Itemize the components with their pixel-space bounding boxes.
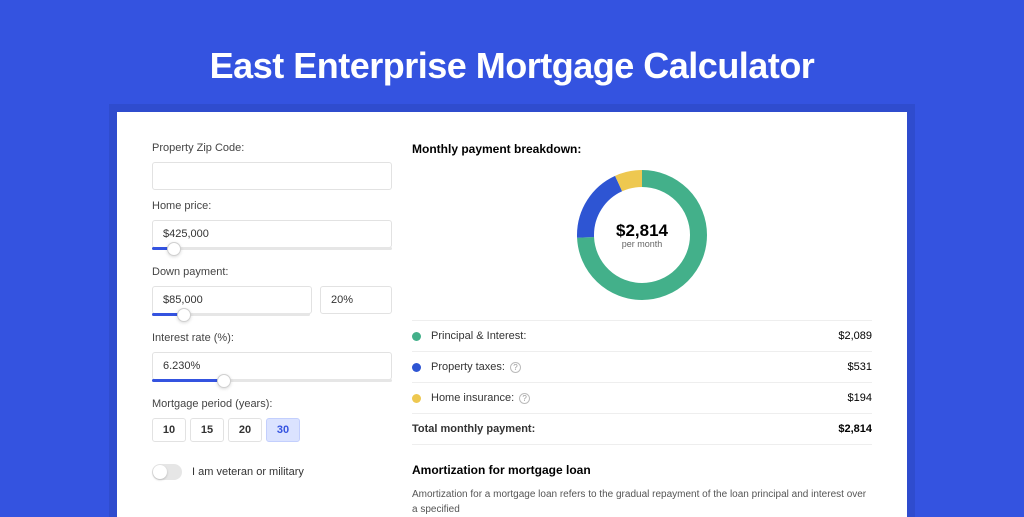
legend-label: Home insurance: [431,392,514,404]
veteran-toggle-knob [153,465,167,479]
legend-label: Property taxes: [431,361,505,373]
legend-row-1: Property taxes:? $531 [412,352,872,383]
total-label: Total monthly payment: [412,423,535,435]
form-column: Property Zip Code: Home price: Down paym… [152,142,392,517]
legend-swatch [412,332,421,341]
info-icon[interactable]: ? [519,393,530,404]
period-options: 10152030 [152,418,392,442]
legend-value: $194 [848,392,872,404]
legend-label: Principal & Interest: [431,330,526,342]
zip-input[interactable] [152,162,392,190]
period-option-30[interactable]: 30 [266,418,300,442]
period-label: Mortgage period (years): [152,398,392,410]
legend-row-2: Home insurance:? $194 [412,383,872,414]
down-pct-input[interactable] [320,286,392,314]
price-input[interactable] [152,220,392,248]
rate-slider-thumb[interactable] [217,374,231,388]
zip-field: Property Zip Code: [152,142,392,190]
donut-value: $2,814 [616,221,668,241]
price-field: Home price: [152,200,392,250]
price-label: Home price: [152,200,392,212]
price-slider[interactable] [152,247,392,250]
rate-field: Interest rate (%): [152,332,392,382]
legend-swatch [412,363,421,372]
price-slider-thumb[interactable] [167,242,181,256]
veteran-label: I am veteran or military [192,466,304,478]
donut-center: $2,814 per month [616,221,668,249]
donut-unit: per month [616,239,668,249]
rate-slider[interactable] [152,379,392,382]
legend-swatch [412,394,421,403]
page-title: East Enterprise Mortgage Calculator [0,45,1024,87]
period-option-20[interactable]: 20 [228,418,262,442]
down-input[interactable] [152,286,312,314]
calculator-card: Property Zip Code: Home price: Down paym… [117,112,907,517]
amortization-body: Amortization for a mortgage loan refers … [412,487,872,517]
info-icon[interactable]: ? [510,362,521,373]
hero: East Enterprise Mortgage Calculator [0,0,1024,112]
rate-input[interactable] [152,352,392,380]
rate-label: Interest rate (%): [152,332,392,344]
veteran-toggle[interactable] [152,464,182,480]
breakdown-title: Monthly payment breakdown: [412,142,872,156]
breakdown-column: Monthly payment breakdown: $2,814 per mo… [412,142,872,517]
total-row: Total monthly payment: $2,814 [412,414,872,445]
legend: Principal & Interest: $2,089 Property taxe… [412,320,872,414]
amortization-title: Amortization for mortgage loan [412,463,872,477]
down-label: Down payment: [152,266,392,278]
legend-value: $531 [848,361,872,373]
down-slider-thumb[interactable] [177,308,191,322]
veteran-row: I am veteran or military [152,464,392,480]
legend-value: $2,089 [838,330,872,342]
donut-chart: $2,814 per month [412,170,872,300]
rate-slider-fill [152,379,224,382]
zip-label: Property Zip Code: [152,142,392,154]
period-option-15[interactable]: 15 [190,418,224,442]
down-field: Down payment: [152,266,392,316]
period-option-10[interactable]: 10 [152,418,186,442]
down-slider[interactable] [152,313,310,316]
period-field: Mortgage period (years): 10152030 [152,398,392,442]
total-value: $2,814 [838,423,872,435]
legend-row-0: Principal & Interest: $2,089 [412,321,872,352]
